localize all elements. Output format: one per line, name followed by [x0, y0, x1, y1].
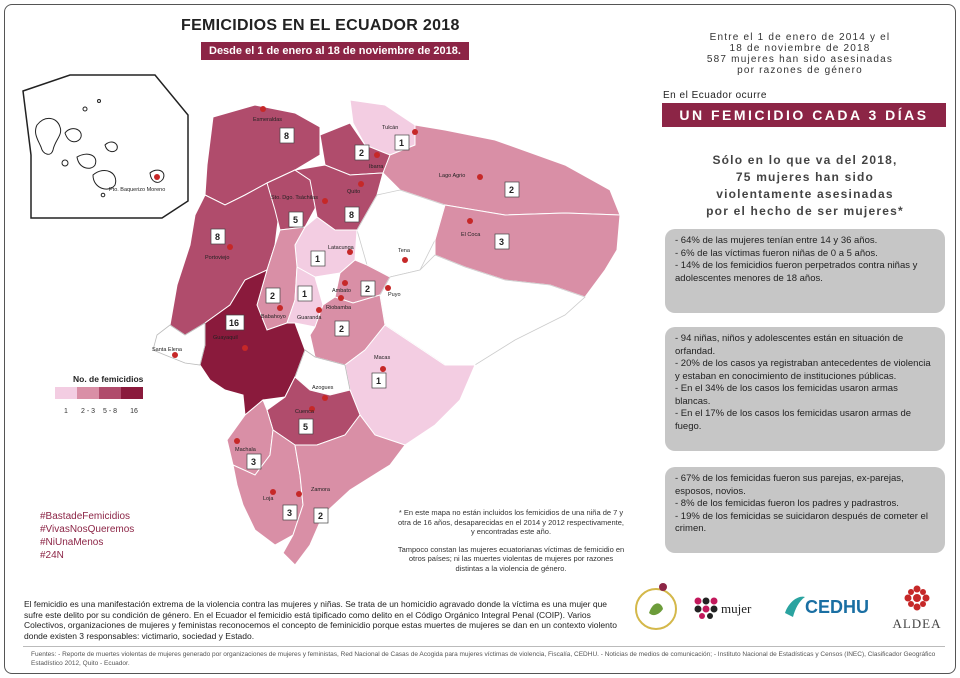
logo-aldea-text: ALDEA [892, 616, 942, 631]
logo-aldea: ALDEA [887, 585, 947, 639]
svg-text:1: 1 [302, 289, 307, 299]
legend-swatch-3 [99, 387, 121, 399]
map-note: * En este mapa no están incluidos los fe… [397, 508, 625, 573]
svg-text:Babahoyo: Babahoyo [261, 314, 286, 320]
svg-text:Cuenca: Cuenca [295, 409, 315, 415]
svg-text:2: 2 [509, 185, 514, 195]
note-paragraph: * En este mapa no están incluidos los fe… [398, 508, 624, 536]
city-markers: Tulcán Ibarra Esmeraldas Lago Agrio Sto.… [152, 106, 483, 502]
stat-box-2: - 94 niñas, niños y adolescentes están e… [665, 327, 945, 451]
hashtag: #24N [40, 550, 64, 561]
stat-box-1: - 64% de las mujeres tenían entre 14 y 3… [665, 229, 945, 313]
svg-text:Loja: Loja [263, 496, 274, 502]
province-zamora [282, 414, 406, 566]
hashtag: #VivasNosQueremos [40, 524, 135, 535]
province-santa-elena [152, 322, 206, 366]
logo-mujer: mujer [693, 595, 759, 621]
note-paragraph: Tampoco constan las mujeres ecuatorianas… [397, 544, 625, 573]
femicide-definition: El femicidio es una manifestación extrem… [24, 599, 617, 641]
svg-text:3: 3 [251, 457, 256, 467]
legend-swatch-4 [121, 387, 143, 399]
svg-text:3: 3 [499, 237, 504, 247]
count-boxes: 1 2 8 2 5 8 3 8 1 2 2 1 2 16 1 5 3 3 2 [210, 127, 520, 524]
svg-text:1: 1 [399, 138, 404, 148]
svg-text:Tulcán: Tulcán [382, 125, 398, 131]
galapagos-inset: Pto. Baquerizo Moreno [22, 74, 189, 219]
aldea-flower-icon [904, 585, 930, 611]
sources: Fuentes: - Reporte de muertes violentas … [31, 651, 936, 667]
page-title: FEMICIDIOS EN EL ECUADOR 2018 [181, 17, 460, 34]
logo-mujer-text: mujer [721, 601, 752, 616]
svg-text:Azogues: Azogues [312, 385, 334, 391]
svg-text:3: 3 [287, 508, 292, 518]
svg-text:Esmeraldas: Esmeraldas [253, 117, 282, 123]
svg-text:Ibarra: Ibarra [369, 164, 384, 170]
stat-box-3: - 67% de los femicidas fueron sus pareja… [665, 467, 945, 553]
svg-text:Zamora: Zamora [311, 487, 331, 493]
svg-text:Guaranda: Guaranda [297, 315, 322, 321]
ecuador-map: Pto. Baquerizo Moreno [22, 74, 621, 566]
city-label: Pto. Baquerizo Moreno [109, 187, 165, 193]
hashtag: #BastadeFemicidios [40, 511, 131, 522]
svg-text:2: 2 [270, 291, 275, 301]
svg-text:Puyo: Puyo [388, 292, 401, 298]
svg-text:2: 2 [359, 148, 364, 158]
svg-text:El Coca: El Coca [461, 232, 481, 238]
svg-text:Quito: Quito [347, 189, 360, 195]
organization-logo-circle [635, 583, 677, 630]
infographic-frame: FEMICIDIOS EN EL ECUADOR 2018 Desde el 1… [4, 4, 956, 674]
intro-text: Entre el 1 de enero de 2014 y el 18 de n… [706, 32, 894, 76]
legend-label: 1 [64, 408, 68, 415]
svg-text:Riobamba: Riobamba [326, 305, 352, 311]
svg-text:Latacunga: Latacunga [328, 245, 355, 251]
svg-text:2: 2 [365, 284, 370, 294]
cedhu-dove-icon [785, 596, 805, 617]
svg-text:Portoviejo: Portoviejo [205, 255, 229, 261]
logo-cedhu: CEDHU [783, 591, 869, 627]
svg-text:Lago Agrio: Lago Agrio [439, 173, 465, 179]
svg-text:Sto. Dgo. Tsáchilas: Sto. Dgo. Tsáchilas [271, 195, 318, 201]
svg-text:Machala: Machala [235, 447, 257, 453]
logo-cedhu-text: CEDHU [805, 597, 870, 617]
legend-title: No. de femicidios [73, 374, 144, 384]
mujer-logo-icon [694, 597, 718, 619]
divider [23, 646, 945, 647]
svg-text:2: 2 [318, 511, 323, 521]
legend-label: 5 - 8 [102, 408, 117, 415]
svg-text:8: 8 [215, 232, 220, 242]
frequency-banner: UN FEMICIDIO CADA 3 DÍAS [662, 103, 946, 127]
legend-label: 2 - 3 [80, 408, 95, 415]
hashtag: #NiUnaMenos [40, 537, 104, 548]
svg-text:1: 1 [376, 376, 381, 386]
svg-text:8: 8 [349, 210, 354, 220]
svg-text:Ambato: Ambato [332, 288, 351, 294]
svg-text:Tena: Tena [398, 248, 411, 254]
svg-text:Santa Elena: Santa Elena [152, 347, 183, 353]
svg-text:Guayaquil: Guayaquil [213, 335, 238, 341]
svg-text:8: 8 [284, 131, 289, 141]
headline: Sólo en lo que va del 2018, 75 mujeres h… [706, 153, 904, 218]
svg-text:Macas: Macas [374, 355, 390, 361]
svg-text:1: 1 [315, 254, 320, 264]
svg-text:2: 2 [339, 324, 344, 334]
svg-text:5: 5 [303, 422, 308, 432]
page-subtitle: Desde el 1 de enero al 18 de noviembre d… [201, 42, 469, 60]
legend-swatch-2 [77, 387, 99, 399]
occurs-label: En el Ecuador ocurre [663, 90, 767, 101]
legend-label: 16 [130, 408, 138, 415]
legend-swatch-1 [55, 387, 77, 399]
svg-text:16: 16 [229, 318, 239, 328]
svg-text:5: 5 [293, 215, 298, 225]
hashtags: #BastadeFemicidios #VivasNosQueremos #Ni… [40, 510, 134, 562]
